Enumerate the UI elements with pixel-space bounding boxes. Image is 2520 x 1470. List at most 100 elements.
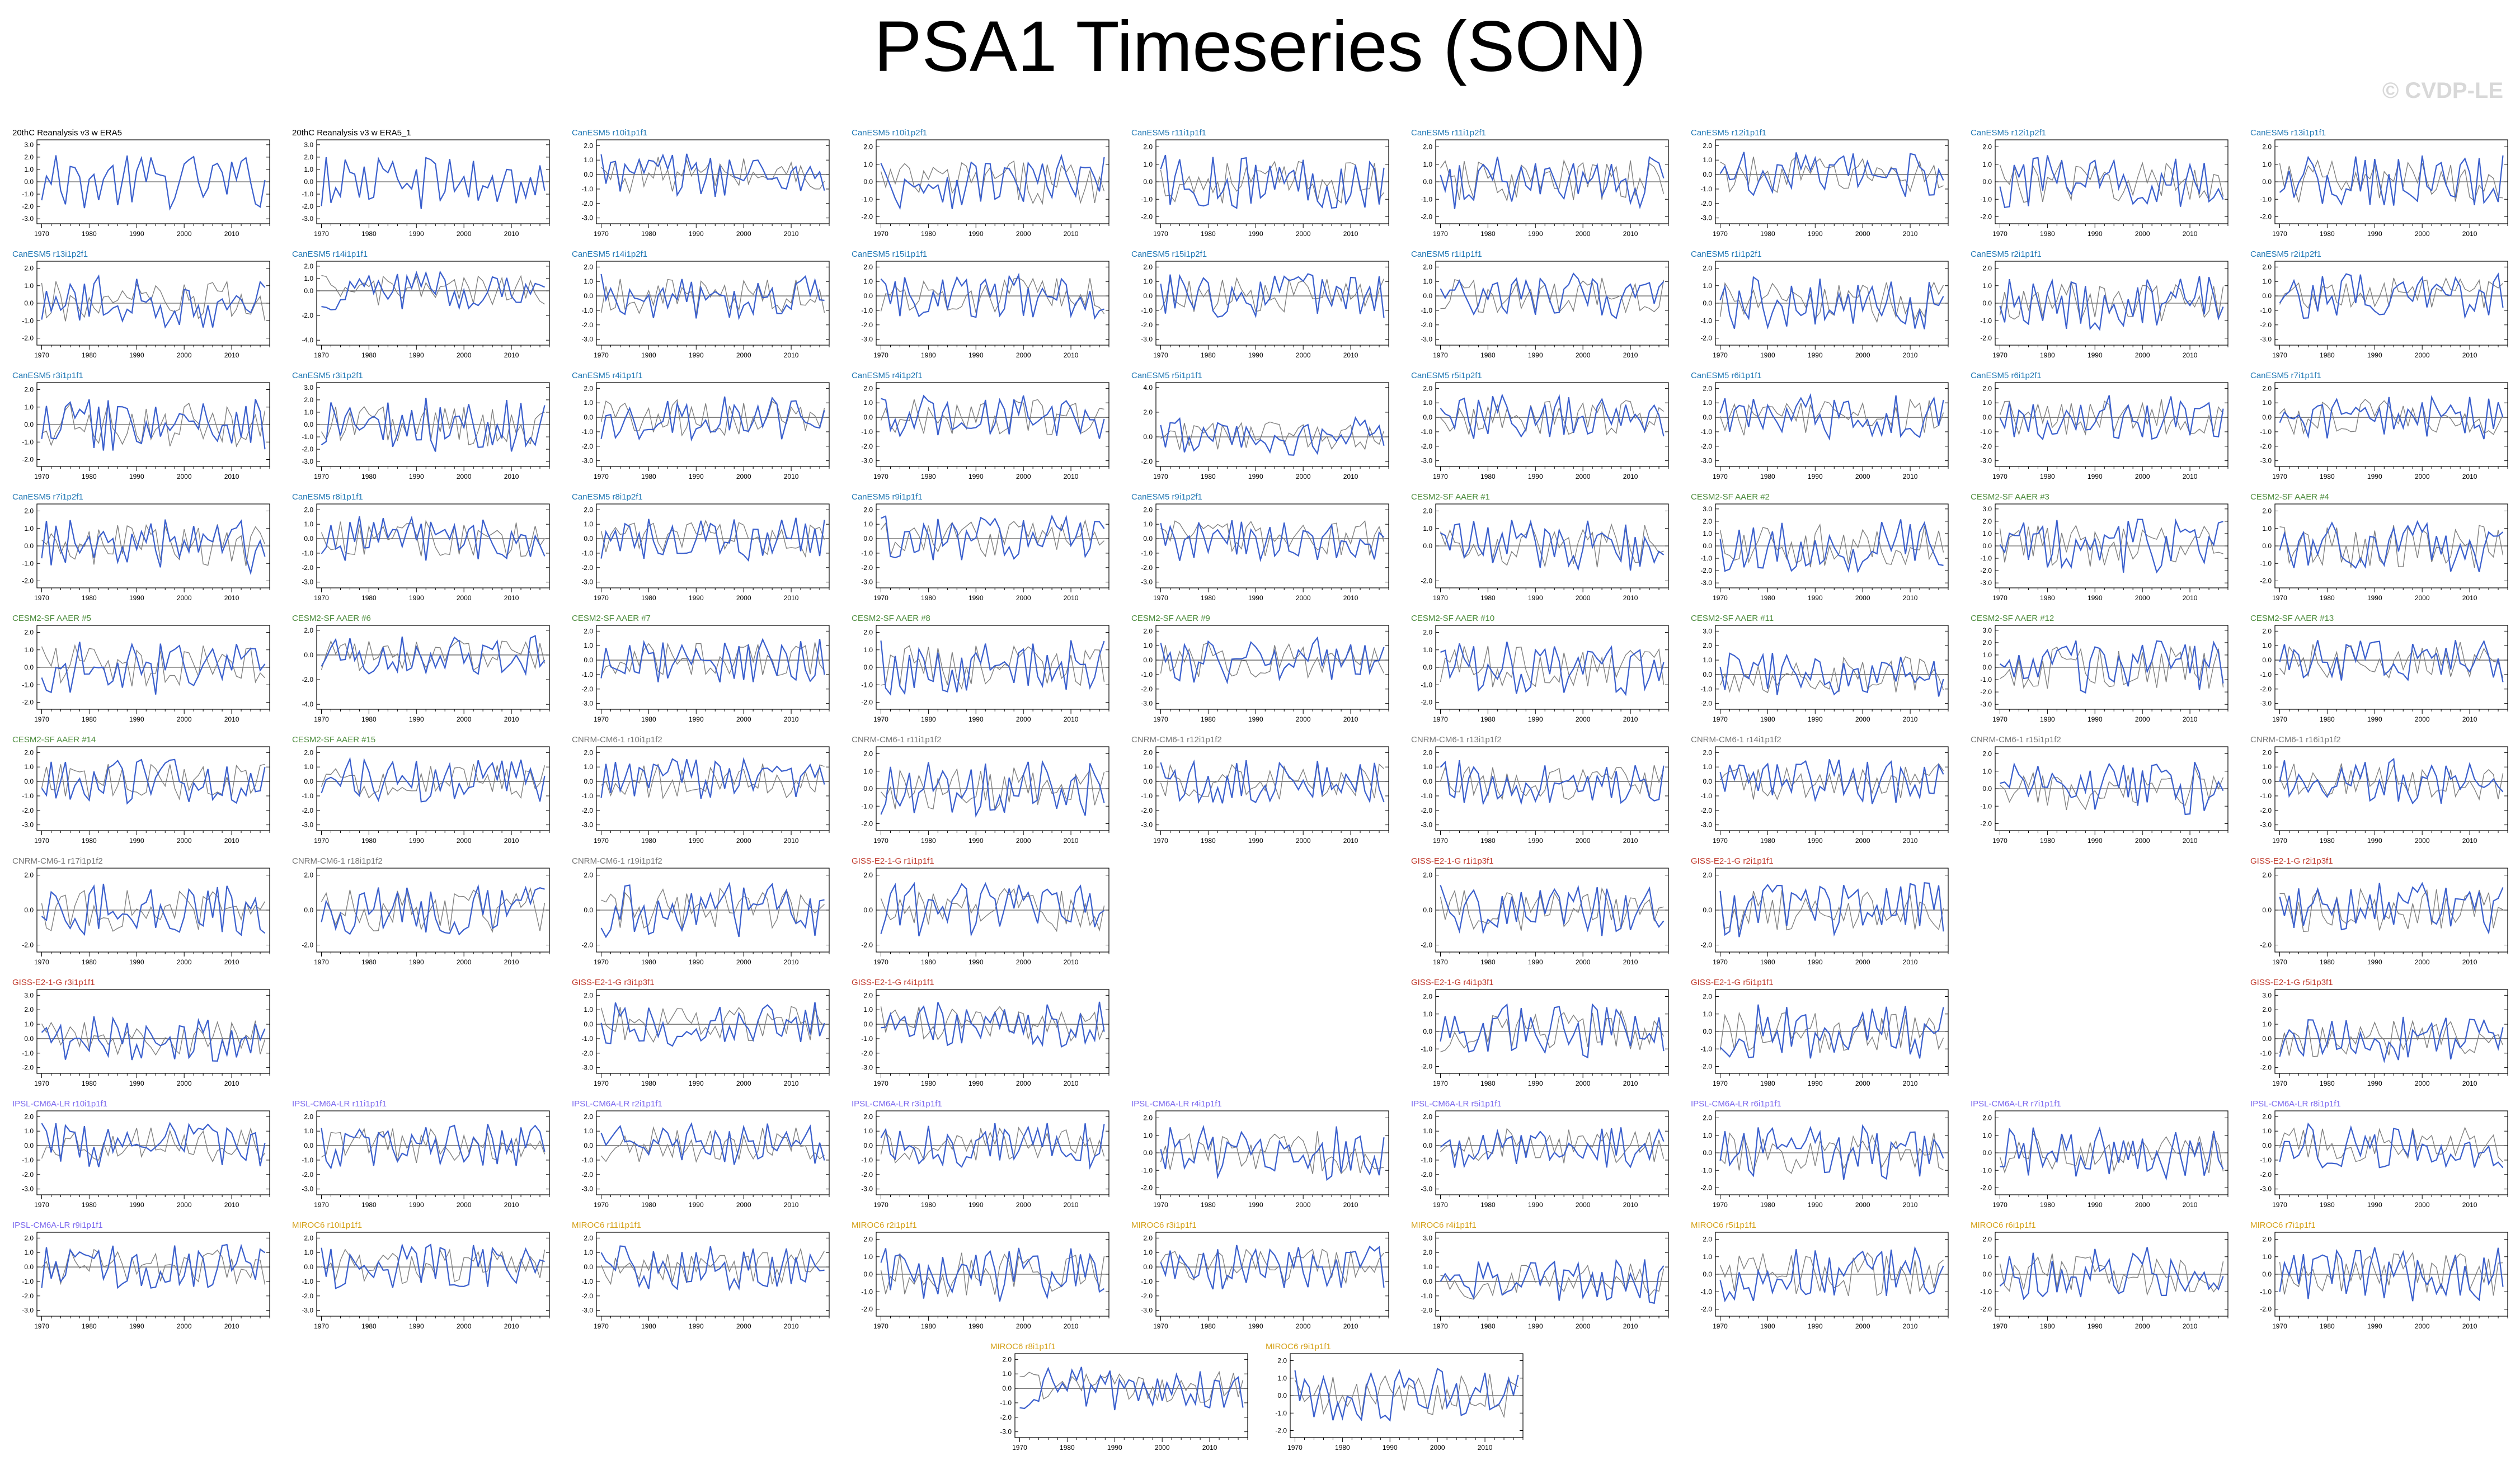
- x-tick-label: 2010: [2462, 1322, 2477, 1330]
- x-tick-label: 2000: [1855, 1322, 1870, 1330]
- x-tick-label: 1970: [1433, 230, 1448, 238]
- obs-series-line: [600, 1247, 825, 1285]
- y-tick-label: 2.0: [1423, 748, 1432, 756]
- panel-title: IPSL-CM6A-LR r11i1p1f1: [292, 1099, 387, 1109]
- x-tick-label: 1970: [1153, 351, 1168, 359]
- x-tick-label: 1980: [641, 837, 656, 845]
- y-tick-label: 1.0: [2262, 1020, 2272, 1028]
- panel: CanESM5 r3i1p1f1 2.0 1.0 0.0 -1.0 -2.0 1970 198…: [12, 371, 270, 480]
- x-tick-label: 1980: [641, 473, 656, 480]
- x-tick-label: 2000: [457, 1201, 472, 1209]
- y-tick-label: -3.0: [581, 1307, 593, 1314]
- y-tick-label: 2.0: [304, 748, 313, 756]
- y-tick-label: 1.0: [1143, 1132, 1153, 1139]
- panel-title: CESM2-SF AAER #1: [1411, 492, 1490, 502]
- panel-title: CESM2-SF AAER #9: [1131, 614, 1210, 623]
- x-tick-label: 1970: [2272, 1322, 2287, 1330]
- x-tick-label: 1970: [34, 1322, 49, 1330]
- panel-title: CESM2-SF AAER #4: [2250, 492, 2329, 502]
- panel: GISS-E2-1-G r3i1p3f1 2.0 1.0 0.0 -1.0 -2.0 -3.…: [572, 978, 830, 1087]
- model-series-line: [1719, 1004, 1944, 1059]
- y-tick-label: 0.0: [1703, 299, 1712, 307]
- y-tick-label: 1.0: [584, 1127, 593, 1135]
- y-tick-label: 2.0: [584, 263, 593, 271]
- x-tick-label: 2010: [1064, 351, 1079, 359]
- panel-title: IPSL-CM6A-LR r10i1p1f1: [12, 1099, 107, 1109]
- x-tick-label: 1970: [873, 594, 888, 602]
- y-tick-label: -2.0: [1700, 1184, 1712, 1192]
- y-tick-label: 2.0: [863, 506, 873, 513]
- x-tick-label: 1980: [641, 715, 656, 723]
- y-tick-label: 3.0: [1423, 1234, 1432, 1242]
- x-tick-label: 2000: [2135, 715, 2150, 723]
- y-tick-label: 2.0: [584, 991, 593, 999]
- x-tick-label: 1970: [314, 715, 329, 723]
- x-tick-label: 1980: [82, 230, 97, 238]
- model-series-line: [2279, 395, 2504, 440]
- y-tick-label: -3.0: [581, 1185, 593, 1193]
- y-tick-label: 1.0: [584, 763, 593, 771]
- x-tick-label: 2010: [1343, 1201, 1358, 1209]
- panel: CanESM5 r15i1p1f1 2.0 1.0 0.0 -1.0 -2.0 -3.0 19…: [852, 249, 1109, 359]
- y-tick-label: 0.0: [304, 178, 313, 186]
- y-tick-label: -3.0: [581, 214, 593, 222]
- y-tick-label: 1.0: [863, 646, 873, 654]
- y-tick-label: -2.0: [861, 321, 873, 329]
- y-tick-label: -2.0: [581, 941, 593, 949]
- x-tick-label: 1990: [1248, 351, 1263, 359]
- y-tick-label: 1.0: [2262, 399, 2272, 407]
- x-tick-label: 1980: [2040, 1201, 2055, 1209]
- model-series-line: [600, 153, 825, 197]
- y-tick-label: -2.0: [2260, 577, 2272, 585]
- y-tick-label: 1.0: [24, 1127, 34, 1135]
- y-tick-label: -2.0: [1141, 321, 1153, 329]
- panel-title: MIROC6 r8i1p1f1: [990, 1342, 1056, 1351]
- y-tick-label: 3.0: [1703, 627, 1712, 635]
- x-tick-label: 1970: [873, 715, 888, 723]
- x-tick-label: 2010: [1623, 1201, 1638, 1209]
- y-tick-label: 2.0: [304, 262, 313, 270]
- y-tick-label: -1.0: [861, 307, 873, 314]
- y-tick-label: -1.0: [302, 1278, 313, 1285]
- x-tick-label: 1970: [1713, 351, 1728, 359]
- y-tick-label: 0.0: [24, 1263, 34, 1271]
- model-series-line: [321, 156, 546, 209]
- x-tick-label: 1970: [2272, 715, 2287, 723]
- y-tick-label: -1.0: [302, 1156, 313, 1164]
- x-tick-label: 2010: [784, 594, 799, 602]
- x-tick-label: 1990: [2367, 230, 2382, 238]
- model-series-line: [1719, 519, 1944, 574]
- panel-title: CanESM5 r6i1p1f1: [1691, 371, 1762, 380]
- x-tick-label: 2010: [1343, 594, 1358, 602]
- x-tick-label: 2010: [1903, 594, 1918, 602]
- y-tick-label: -2.0: [302, 1171, 313, 1179]
- panel-frame: [2274, 746, 2508, 831]
- x-tick-label: 1990: [689, 594, 704, 602]
- panel-title: IPSL-CM6A-LR r5i1p1f1: [1411, 1099, 1502, 1109]
- y-tick-label: 0.0: [1423, 413, 1432, 421]
- x-tick-label: 1990: [2367, 594, 2382, 602]
- y-tick-label: -2.0: [1421, 442, 1432, 450]
- panel-frame: [596, 139, 830, 224]
- y-tick-label: -2.0: [302, 202, 313, 210]
- x-tick-label: 2000: [177, 351, 192, 359]
- x-tick-label: 1990: [1248, 715, 1263, 723]
- panel-frame: [1715, 139, 1949, 224]
- model-series-line: [600, 517, 825, 562]
- x-tick-label: 1970: [34, 1080, 49, 1087]
- y-tick-label: -1.0: [1421, 428, 1432, 436]
- panel: CanESM5 r11i1p2f1 2.0 1.0 0.0 -1.0 -2.0 1970 19…: [1411, 128, 1669, 238]
- x-tick-label: 1990: [1808, 230, 1823, 238]
- panel-title: CESM2-SF AAER #12: [1971, 614, 2054, 623]
- panel-frame: [596, 503, 830, 588]
- y-tick-label: 0.0: [1703, 778, 1712, 785]
- y-tick-label: 0.0: [584, 1020, 593, 1028]
- y-tick-label: 0.0: [1143, 1263, 1153, 1271]
- obs-series-line: [1719, 398, 1944, 436]
- y-tick-label: 2.0: [24, 629, 34, 637]
- y-tick-label: -1.0: [2260, 1156, 2272, 1164]
- y-tick-label: 0.0: [1277, 1392, 1287, 1400]
- obs-series-line: [2279, 888, 2503, 932]
- x-tick-label: 2000: [2415, 594, 2430, 602]
- y-tick-label: 0.0: [304, 287, 313, 295]
